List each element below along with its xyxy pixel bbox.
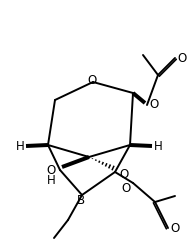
Polygon shape bbox=[132, 92, 146, 104]
Text: H: H bbox=[16, 140, 24, 152]
Text: O: O bbox=[119, 168, 129, 181]
Text: O: O bbox=[177, 52, 187, 64]
Text: H: H bbox=[47, 174, 55, 186]
Polygon shape bbox=[61, 155, 90, 169]
Text: O: O bbox=[170, 222, 180, 235]
Text: O: O bbox=[87, 74, 97, 88]
Text: B: B bbox=[77, 194, 85, 206]
Polygon shape bbox=[26, 143, 48, 148]
Text: O: O bbox=[149, 98, 159, 110]
Text: O: O bbox=[121, 182, 131, 194]
Polygon shape bbox=[130, 143, 152, 148]
Text: H: H bbox=[154, 140, 162, 152]
Text: O: O bbox=[46, 164, 56, 177]
